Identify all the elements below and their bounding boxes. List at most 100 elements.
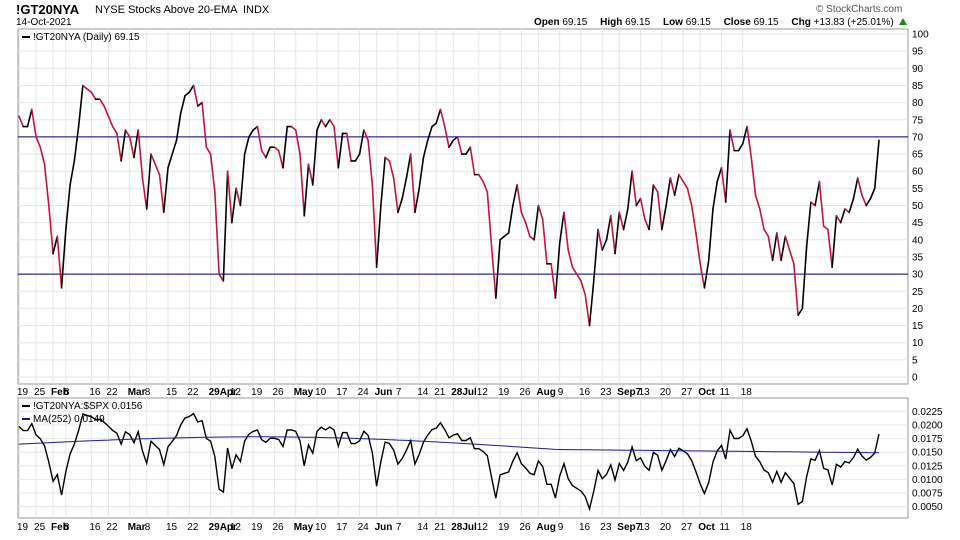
ratio-line xyxy=(18,412,880,512)
x-tick-label: 13 xyxy=(639,522,651,533)
series-segment xyxy=(648,184,655,231)
series-segment xyxy=(358,129,365,155)
x-tick-label: 26 xyxy=(272,387,284,398)
series-segment xyxy=(77,84,84,128)
x-tick-label: Oct xyxy=(698,522,715,533)
series-segment xyxy=(431,122,438,128)
series-segment xyxy=(605,214,612,241)
date-label: 14-Oct-2021 xyxy=(16,17,72,28)
x-tick-label: 23 xyxy=(600,387,612,398)
x-tick-label: 23 xyxy=(600,522,612,533)
series-segment xyxy=(443,125,450,148)
series-segment xyxy=(48,204,54,255)
exchange-label: INDX xyxy=(242,4,270,16)
x-tick-label: 17 xyxy=(336,387,348,398)
series-segment xyxy=(776,232,782,262)
series-segment xyxy=(618,211,625,231)
x-tick-label: 21 xyxy=(434,387,446,398)
x-tick-label: 26 xyxy=(519,522,531,533)
series-segment xyxy=(422,139,429,159)
x-tick-label: 12 xyxy=(477,387,489,398)
series-segment xyxy=(601,239,608,251)
x-tick-label: 13 xyxy=(639,387,651,398)
series-segment xyxy=(307,163,314,186)
x-tick-label: 15 xyxy=(166,522,178,533)
y-tick-label: 0.0150 xyxy=(912,448,943,459)
series-segment xyxy=(145,153,152,210)
series-segment xyxy=(699,263,706,289)
series-segment xyxy=(150,153,157,166)
series-segment xyxy=(346,132,352,162)
series-segment xyxy=(162,166,169,214)
series-segment xyxy=(116,132,122,162)
series-segment xyxy=(141,177,148,210)
x-tick-label: 20 xyxy=(660,387,672,398)
series-segment xyxy=(507,204,514,234)
ma-line xyxy=(18,436,879,454)
legend-main: !GT20NYA (Daily) 69.15 xyxy=(33,32,140,43)
series-segment xyxy=(822,225,829,231)
x-tick-label: Aug xyxy=(536,522,555,533)
series-segment xyxy=(388,160,395,179)
series-segment xyxy=(848,197,855,214)
y-tick-label: 65 xyxy=(912,150,924,161)
series-segment xyxy=(622,208,629,231)
x-tick-label: 12 xyxy=(230,522,242,533)
open-label: Open xyxy=(534,17,560,28)
series-segment xyxy=(495,239,501,299)
series-segment xyxy=(414,187,420,214)
series-segment xyxy=(614,211,621,255)
x-tick-label: 18 xyxy=(741,387,753,398)
x-tick-label: 16 xyxy=(89,387,101,398)
series-segment xyxy=(418,156,425,190)
x-tick-label: 20 xyxy=(660,522,672,533)
series-segment xyxy=(724,129,731,203)
x-tick-label: May xyxy=(294,522,314,533)
series-segment xyxy=(831,214,838,269)
series-segment xyxy=(682,180,689,190)
series-segment xyxy=(707,208,714,262)
y-tick-label: 95 xyxy=(912,47,924,58)
series-segment xyxy=(192,84,199,107)
series-segment xyxy=(18,115,25,128)
description-text: NYSE Stocks Above 20-EMA xyxy=(95,4,237,16)
series-segment xyxy=(533,204,540,241)
x-tick-label: 16 xyxy=(89,522,101,533)
series-segment xyxy=(69,160,76,186)
x-tick-label: 9 xyxy=(558,387,564,398)
x-tick-label: Jun xyxy=(375,522,393,533)
x-tick-label: 7 xyxy=(396,522,402,533)
x-tick-label: 19 xyxy=(251,387,263,398)
series-segment xyxy=(801,245,808,310)
series-segment xyxy=(499,235,506,241)
series-segment xyxy=(239,153,246,207)
x-tick-label: 17 xyxy=(336,522,348,533)
series-segment xyxy=(631,170,638,207)
series-segment xyxy=(363,129,369,142)
series-segment xyxy=(39,146,46,166)
series-segment xyxy=(839,208,846,224)
y-tick-label: 50 xyxy=(912,201,924,212)
series-segment xyxy=(678,173,684,183)
series-segment xyxy=(137,129,144,179)
series-segment xyxy=(537,204,544,221)
series-segment xyxy=(767,235,774,262)
series-segment xyxy=(793,263,799,317)
series-segment xyxy=(82,84,88,90)
y-tick-label: 100 xyxy=(912,30,929,41)
x-tick-label: 29Apr xyxy=(209,387,237,398)
series-segment xyxy=(273,146,280,152)
series-segment xyxy=(435,108,442,124)
series-segment xyxy=(214,190,220,275)
y-tick-label: 20 xyxy=(912,304,924,315)
series-segment xyxy=(703,259,710,289)
series-segment xyxy=(248,129,254,138)
x-tick-label: 29Apr xyxy=(209,522,237,533)
series-segment xyxy=(231,187,237,224)
series-segment xyxy=(686,187,693,207)
series-segment xyxy=(746,125,753,159)
x-tick-label: 27 xyxy=(681,522,693,533)
x-tick-label: 16 xyxy=(579,522,591,533)
series-segment xyxy=(635,197,642,207)
series-segment xyxy=(669,177,676,197)
